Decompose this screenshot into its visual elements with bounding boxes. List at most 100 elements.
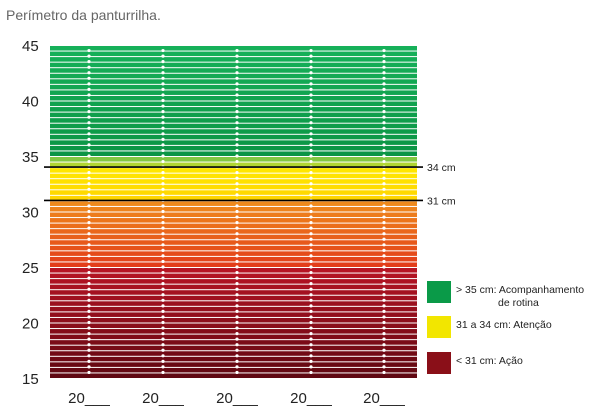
chart-stripe	[50, 151, 417, 156]
grid-dot	[235, 132, 239, 136]
legend-label: 31 a 34 cm: Atenção	[456, 319, 552, 331]
chart-stripe	[50, 240, 417, 245]
grid-dot	[382, 276, 386, 280]
y-tick-label: 20	[22, 316, 39, 333]
grid-dot	[309, 87, 313, 91]
grid-dot	[161, 204, 165, 208]
chart-stripe	[50, 223, 417, 229]
grid-dot	[235, 98, 239, 103]
chart-stripe	[50, 351, 417, 356]
grid-dot	[87, 187, 91, 191]
grid-dot	[161, 354, 165, 358]
chart-stripe	[50, 256, 417, 262]
chart-stripe	[50, 179, 417, 184]
grid-dot	[309, 304, 313, 308]
grid-dot	[309, 354, 313, 358]
grid-dot	[235, 193, 239, 197]
grid-dot	[161, 193, 165, 197]
grid-dot	[382, 87, 386, 91]
grid-dot	[161, 137, 165, 141]
grid-dot	[87, 171, 91, 175]
grid-dot	[87, 60, 91, 64]
grid-dot	[382, 98, 386, 103]
grid-dot	[161, 259, 165, 264]
grid-dot	[87, 293, 91, 297]
grid-dot	[87, 370, 91, 375]
grid-dot	[161, 270, 165, 275]
grid-dot	[309, 343, 313, 347]
chart-stripe	[50, 367, 417, 373]
grid-dot	[235, 148, 239, 153]
grid-dot	[382, 176, 386, 180]
grid-dot	[382, 343, 386, 347]
chart-stripe	[50, 279, 417, 284]
y-tick-label: 25	[22, 260, 39, 277]
grid-dot	[309, 254, 313, 258]
grid-dot	[382, 270, 386, 275]
grid-dot	[161, 187, 165, 191]
grid-dot	[235, 287, 239, 291]
grid-dot	[235, 354, 239, 358]
chart-stripe	[50, 334, 417, 340]
grid-dot	[161, 215, 165, 219]
grid-dot	[161, 87, 165, 91]
grid-dot	[382, 332, 386, 336]
chart-stripe	[50, 90, 417, 95]
grid-dot	[309, 315, 313, 319]
grid-dot	[382, 82, 386, 86]
grid-dot	[309, 171, 313, 175]
grid-dot	[87, 93, 91, 97]
grid-dot	[235, 282, 239, 286]
grid-dot	[382, 226, 386, 230]
grid-dot	[235, 326, 239, 330]
grid-dot	[309, 104, 313, 108]
grid-dot	[235, 304, 239, 308]
grid-dot	[235, 143, 239, 147]
grid-dot	[161, 98, 165, 103]
grid-dot	[382, 115, 386, 119]
grid-dot	[382, 315, 386, 319]
grid-dot	[235, 221, 239, 225]
grid-dot	[161, 65, 165, 69]
grid-dot	[382, 65, 386, 69]
grid-dot	[161, 171, 165, 175]
chart-stripe	[50, 329, 417, 334]
grid-dot	[161, 143, 165, 147]
grid-dot	[235, 276, 239, 280]
chart-stripe	[50, 140, 417, 145]
grid-dot	[309, 232, 313, 236]
chart-stripe	[50, 134, 417, 140]
grid-dot	[161, 282, 165, 286]
grid-dot	[235, 54, 239, 58]
grid-dot	[87, 332, 91, 336]
chart-stripe	[50, 129, 417, 134]
grid-dot	[235, 76, 239, 80]
grid-dot	[161, 76, 165, 80]
chart-stripe	[50, 295, 417, 301]
grid-dot	[161, 326, 165, 330]
grid-dot	[309, 110, 313, 114]
grid-dot	[309, 348, 313, 352]
grid-dot	[87, 276, 91, 280]
legend-label-line2: de rotina	[498, 297, 539, 309]
chart-stripe	[50, 68, 417, 73]
grid-dot	[161, 265, 165, 269]
grid-dot	[87, 259, 91, 264]
grid-dot	[309, 332, 313, 336]
grid-dot	[235, 359, 239, 363]
y-tick-label: 40	[22, 94, 39, 111]
legend-item: 31 a 34 cm: Atenção	[427, 316, 552, 338]
grid-dot	[235, 60, 239, 64]
y-tick-label: 45	[22, 38, 39, 55]
grid-dot	[309, 115, 313, 119]
grid-dot	[309, 282, 313, 286]
y-tick-label: 30	[22, 205, 39, 222]
grid-dot	[309, 121, 313, 125]
grid-dot	[382, 110, 386, 114]
chart-title: Perímetro da panturrilha.	[6, 7, 161, 23]
grid-dot	[382, 126, 386, 130]
grid-dot	[87, 71, 91, 75]
grid-dot	[309, 159, 313, 164]
legend-swatch	[427, 316, 451, 338]
